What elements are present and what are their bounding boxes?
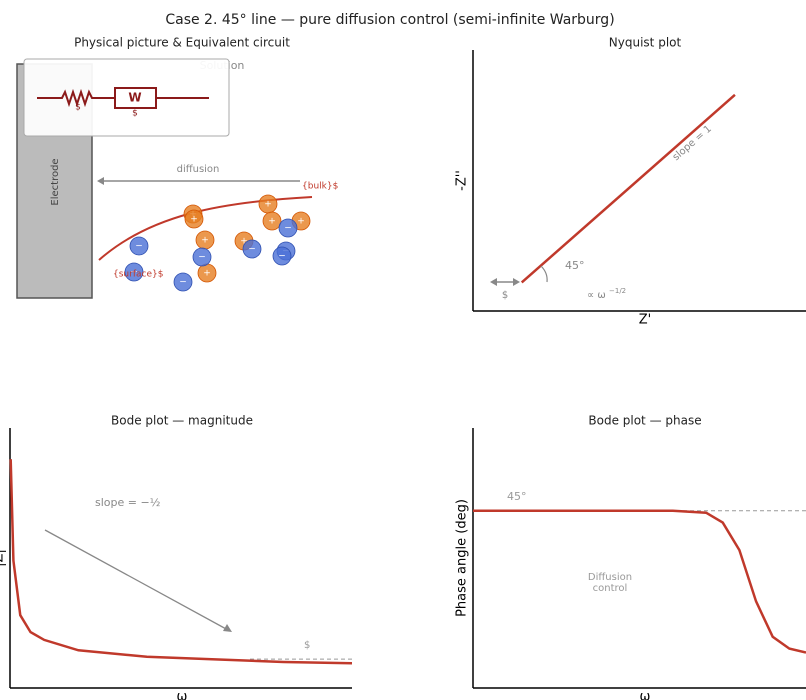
offset-label: $: [502, 290, 508, 301]
slope-label: slope = −½: [95, 496, 160, 509]
resistor-note: $: [75, 103, 81, 113]
figure: Case 2. 45° line — pure diffusion contro…: [0, 0, 806, 700]
electrode-label: Electrode: [50, 158, 61, 205]
slope-arrow: [45, 530, 228, 630]
diffusion-label: diffusion: [177, 164, 220, 175]
y-axis-label: -Z'': [455, 170, 470, 191]
warburg-label: W: [128, 91, 141, 105]
anion-sign: −: [284, 224, 292, 234]
y-axis-label: |Z|: [0, 549, 7, 567]
omega-exponent: −1/2: [609, 287, 626, 295]
x-axis-label: ω: [177, 690, 188, 700]
angle-arc: [541, 266, 547, 282]
cation-sign: +: [203, 269, 211, 279]
data-line: [11, 459, 352, 663]
anion-sign: −: [248, 245, 256, 255]
arrow-head: [97, 177, 104, 185]
figure-title: Case 2. 45° line — pure diffusion contro…: [165, 12, 614, 28]
cation-sign: +: [297, 217, 305, 227]
chart-title: Nyquist plot: [609, 36, 682, 50]
bulk-label: {bulk}$: [302, 182, 338, 192]
anion-sign: −: [135, 242, 143, 252]
omega-label: ∝ ω: [587, 290, 606, 301]
cation-sign: +: [264, 200, 272, 210]
warburg-note: $: [132, 109, 138, 119]
x-axis-label: Z': [639, 313, 651, 328]
slope-label: slope = 1: [671, 124, 714, 164]
anion-sign: −: [198, 253, 206, 263]
anion-sign: −: [179, 278, 187, 288]
cation-sign: +: [190, 215, 198, 225]
data-line: [522, 95, 735, 283]
cation-sign: +: [268, 217, 276, 227]
chart-title: Bode plot — phase: [588, 414, 701, 428]
data-line: [473, 511, 806, 653]
x-axis-label: ω: [640, 690, 651, 700]
angle-label: 45°: [565, 259, 585, 272]
panel-title: Physical picture & Equivalent circuit: [74, 36, 290, 50]
anion-sign: −: [278, 252, 286, 262]
chart-title: Bode plot — magnitude: [111, 414, 253, 428]
region-label: control: [593, 583, 628, 594]
surface-label: {surface}$: [113, 270, 163, 280]
cation-sign: +: [201, 236, 209, 246]
y-axis-label: Phase angle (deg): [455, 499, 470, 617]
reference-label: 45°: [507, 490, 527, 503]
region-label: Diffusion: [588, 572, 632, 583]
limit-label: $: [304, 640, 310, 651]
